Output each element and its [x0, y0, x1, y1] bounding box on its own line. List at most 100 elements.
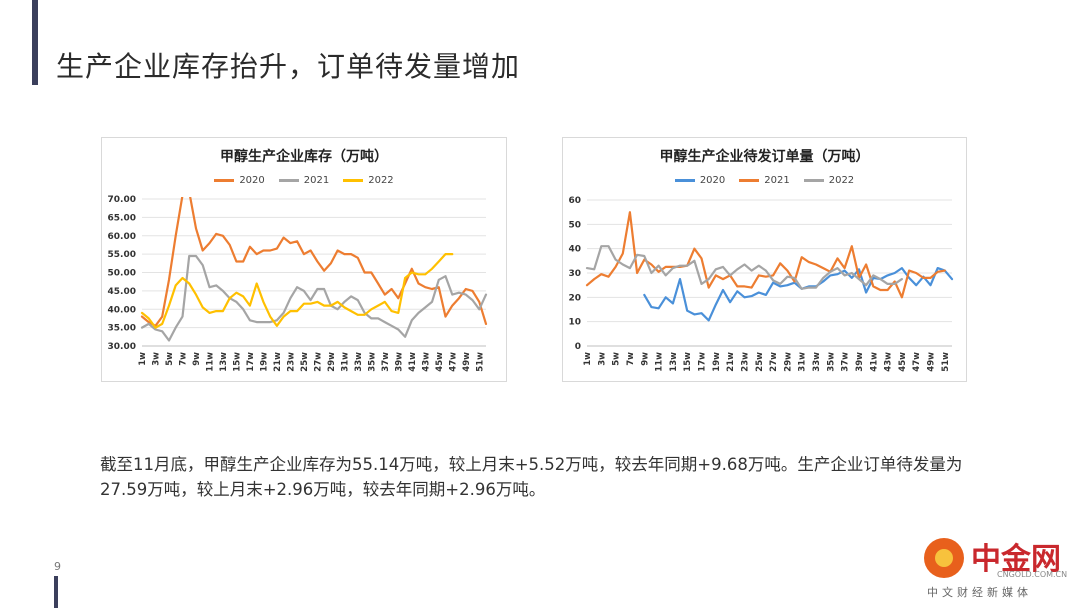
- legend-swatch: [278, 179, 299, 182]
- x-tick-label: 1w: [583, 352, 593, 366]
- x-tick-label: 45w: [435, 352, 445, 372]
- x-tick-label: 47w: [912, 352, 922, 372]
- legend-label: 2020: [699, 175, 726, 186]
- x-tick-label: 43w: [884, 352, 894, 372]
- x-tick-label: 27w: [769, 352, 779, 372]
- legend-item-2021: 2021: [278, 175, 330, 186]
- y-tick-label: 45.00: [108, 287, 136, 297]
- y-tick-label: 40: [568, 245, 581, 255]
- series-line-2022: [140, 253, 454, 329]
- orders-plot: 0 10 20 30 40 50 60 1w 3w 5w 7w 9w 11w 13w 15w 17w 19w 21…: [568, 196, 954, 372]
- x-tick-label: 41w: [869, 352, 879, 372]
- x-tick-label: 5w: [165, 352, 175, 366]
- brand-logo: 中金网 CNGOLD.COM.CN 中文财经新媒体: [921, 532, 1071, 602]
- x-tick-label: 3w: [151, 352, 161, 366]
- logo-emblem-icon: [924, 538, 964, 578]
- legend-item-2020: 2020: [214, 175, 265, 186]
- x-tick-label: 49w: [462, 352, 472, 372]
- x-tick-label: 39w: [855, 352, 865, 372]
- x-tick-label: 21w: [273, 352, 283, 372]
- x-tick-label: 35w: [367, 352, 377, 372]
- x-tick-label: 15w: [683, 352, 693, 372]
- y-tick-label: 10: [568, 318, 581, 328]
- legend-label: 2021: [303, 175, 330, 186]
- orders-chart: 甲醇生产企业待发订单量（万吨） 2020 2021 2022 0 10 20 30 40…: [562, 137, 967, 382]
- x-tick-label: 11w: [655, 352, 665, 372]
- x-tick-label: 39w: [394, 352, 404, 372]
- x-tick-label: 31w: [340, 352, 350, 372]
- y-tick-label: 30: [568, 269, 581, 279]
- x-tick-label: 33w: [812, 352, 822, 372]
- title-accent-bar: [32, 0, 38, 85]
- y-tick-label: 65.00: [108, 213, 136, 223]
- x-tick-label: 9w: [192, 352, 202, 366]
- inventory-plot: 30.00 35.00 40.00 45.00 50.00 55.00 60.00 65.00…: [108, 195, 488, 372]
- x-tick-label: 21w: [726, 352, 736, 372]
- orders-chart-title: 甲醇生产企业待发订单量（万吨）: [659, 149, 870, 165]
- legend-swatch: [214, 179, 235, 182]
- x-tick-label: 5w: [612, 352, 622, 366]
- y-tick-label: 40.00: [108, 305, 136, 315]
- x-tick-label: 3w: [597, 352, 607, 366]
- x-tick-label: 15w: [232, 352, 242, 372]
- y-tick-label: 60: [568, 196, 581, 206]
- x-tick-label: 23w: [740, 352, 750, 372]
- x-tick-label: 37w: [841, 352, 851, 372]
- x-tick-label: 25w: [755, 352, 765, 372]
- x-tick-label: 49w: [927, 352, 937, 372]
- x-tick-label: 25w: [300, 352, 310, 372]
- page-number: 9: [54, 560, 61, 573]
- x-tick-label: 51w: [475, 352, 485, 372]
- x-tick-label: 43w: [421, 352, 431, 372]
- x-tick-label: 35w: [826, 352, 836, 372]
- x-tick-label: 47w: [448, 352, 458, 372]
- x-tick-label: 23w: [286, 352, 296, 372]
- x-tick-label: 37w: [381, 352, 391, 372]
- legend-swatch: [343, 179, 364, 182]
- legend-label: 2022: [828, 175, 855, 186]
- legend-item-2022: 2022: [803, 175, 855, 186]
- x-tick-label: 31w: [798, 352, 808, 372]
- legend-label: 2020: [239, 175, 265, 186]
- y-tick-label: 60.00: [108, 232, 136, 242]
- x-tick-label: 33w: [354, 352, 364, 372]
- legend-item-2021: 2021: [739, 175, 790, 186]
- inventory-chart-title: 甲醇生产企业库存（万吨）: [220, 149, 388, 165]
- x-tick-label: 19w: [259, 352, 269, 372]
- x-tick-label: 41w: [408, 352, 418, 372]
- x-tick-label: 1w: [138, 352, 148, 366]
- legend-label: 2021: [764, 175, 790, 186]
- x-tick-label: 29w: [327, 352, 337, 372]
- legend-swatch: [674, 179, 695, 182]
- logo-url: CNGOLD.COM.CN: [997, 570, 1068, 579]
- y-tick-label: 50.00: [108, 269, 136, 279]
- footer-accent-bar: [54, 576, 58, 608]
- series-line-2021: [140, 254, 488, 342]
- x-tick-label: 17w: [698, 352, 708, 372]
- series-line-2020: [643, 267, 954, 322]
- x-tick-label: 17w: [246, 352, 256, 372]
- x-tick-label: 45w: [898, 352, 908, 372]
- inventory-chart-legend: 2020 2021 2022: [102, 175, 506, 186]
- x-tick-label: 7w: [178, 352, 188, 366]
- x-tick-label: 13w: [669, 352, 679, 372]
- series-line-2020: [140, 197, 488, 327]
- y-tick-label: 50: [568, 220, 581, 230]
- orders-chart-legend: 2020 2021 2022: [563, 175, 966, 186]
- logo-tagline: 中文财经新媒体: [927, 586, 1032, 599]
- y-tick-label: 55.00: [108, 250, 136, 260]
- legend-label: 2022: [368, 175, 394, 186]
- x-tick-label: 13w: [219, 352, 229, 372]
- x-tick-label: 51w: [941, 352, 951, 372]
- x-tick-label: 11w: [205, 352, 215, 372]
- y-tick-label: 35.00: [108, 324, 136, 334]
- x-tick-label: 19w: [712, 352, 722, 372]
- x-tick-label: 9w: [640, 352, 650, 366]
- x-tick-label: 27w: [313, 352, 323, 372]
- series-line-2022: [585, 245, 903, 290]
- legend-item-2022: 2022: [343, 175, 394, 186]
- slide-title: 生产企业库存抬升，订单待发量增加: [56, 50, 521, 83]
- x-tick-label: 29w: [783, 352, 793, 372]
- inventory-chart: 甲醇生产企业库存（万吨） 2020 2021 2022 30.00 35.00 40…: [101, 137, 507, 382]
- legend-item-2020: 2020: [674, 175, 726, 186]
